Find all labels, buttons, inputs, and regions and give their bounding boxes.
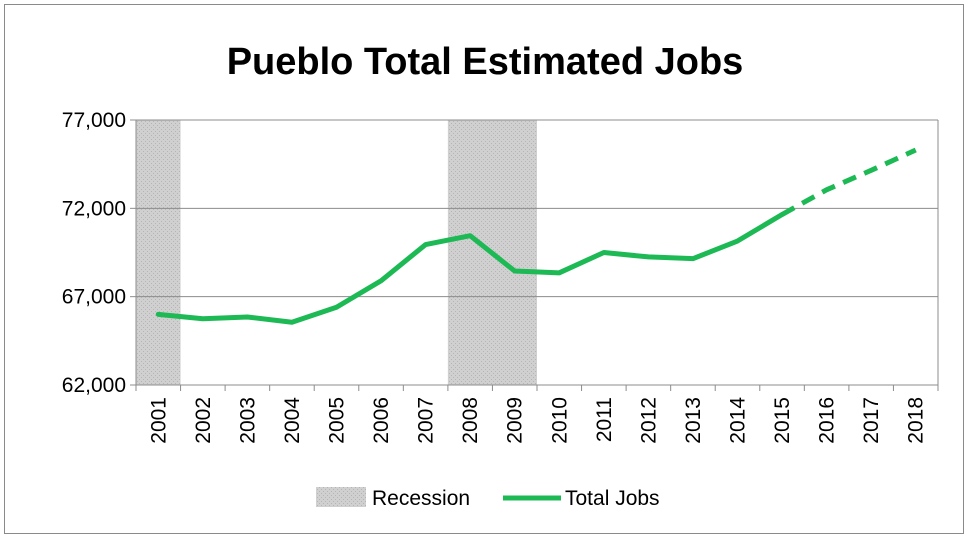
data-point-2011 <box>602 251 606 255</box>
data-point-2017 <box>869 168 873 172</box>
data-point-2018 <box>914 148 918 152</box>
data-point-2010 <box>557 271 561 275</box>
x-tick-label-2001: 2001 <box>147 397 170 444</box>
data-point-2007 <box>424 243 428 247</box>
x-tick-label-2003: 2003 <box>236 397 259 444</box>
x-tick-label-2014: 2014 <box>727 397 750 444</box>
legend-recession-label: Recession <box>372 487 470 510</box>
series-line-actual <box>155 212 785 325</box>
x-tick-label-2018: 2018 <box>905 397 928 444</box>
x-tick-label-2017: 2017 <box>860 397 883 444</box>
x-tick-label-2012: 2012 <box>637 397 660 444</box>
data-point-2015 <box>780 213 784 217</box>
x-tick-label-2009: 2009 <box>504 397 527 444</box>
x-tick-label-2016: 2016 <box>816 397 839 444</box>
data-point-2014 <box>736 239 740 243</box>
data-point-2013 <box>691 257 695 261</box>
chart-canvas: 62,000 67,000 72,000 77,000 2001 2002 2003 2004… <box>62 109 939 510</box>
x-tick-label-2013: 2013 <box>682 397 705 444</box>
x-tick-label-2008: 2008 <box>459 397 482 444</box>
data-point-2012 <box>646 255 650 259</box>
x-tick-label-2011: 2011 <box>593 397 616 442</box>
data-point-2002 <box>201 317 205 321</box>
x-tick-label-2005: 2005 <box>326 397 349 444</box>
chart-frame: Pueblo Total Estimated Jobs 62,000 67,000… <box>4 4 964 534</box>
data-point-2004 <box>290 320 294 324</box>
data-point-2006 <box>379 279 383 283</box>
data-point-2016 <box>825 188 829 192</box>
data-point-2001 <box>156 312 160 316</box>
x-tick-label-2006: 2006 <box>370 397 393 444</box>
chart-title: Pueblo Total Estimated Jobs <box>226 41 744 83</box>
recession-band-0 <box>136 120 181 385</box>
x-tick-label-2010: 2010 <box>548 397 571 444</box>
x-tick-label-2007: 2007 <box>415 397 438 444</box>
legend-recession-swatch <box>316 487 366 507</box>
y-tick-label-3: 77,000 <box>62 109 126 132</box>
data-point-2008 <box>468 234 472 238</box>
data-point-2005 <box>335 305 339 309</box>
y-tick-label-0: 62,000 <box>62 374 126 397</box>
x-tick-label-2004: 2004 <box>281 397 304 444</box>
legend-total-jobs-label: Total Jobs <box>565 487 660 510</box>
y-tick-label-1: 67,000 <box>62 286 126 309</box>
series-line-projected <box>780 147 917 217</box>
x-tick-label-2002: 2002 <box>192 397 215 444</box>
y-tick-label-2: 72,000 <box>62 197 126 220</box>
x-tick-label-2015: 2015 <box>771 397 794 444</box>
data-point-2003 <box>245 315 249 319</box>
data-point-2009 <box>513 269 517 273</box>
